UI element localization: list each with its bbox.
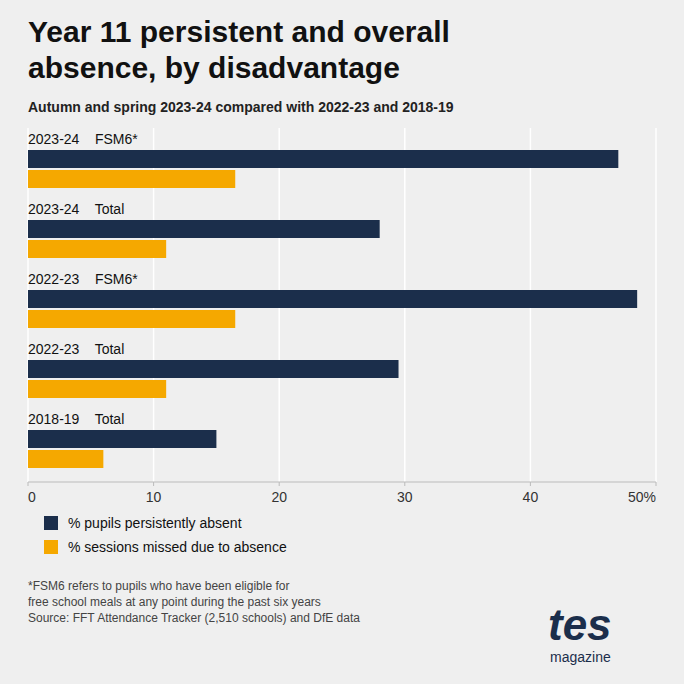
tick-label: 40 [523, 489, 539, 505]
legend-label: % pupils persistently absent [68, 515, 242, 531]
bar [28, 290, 637, 308]
logo-text: magazine [550, 649, 611, 665]
subtitle: Autumn and spring 2023-24 compared with … [28, 99, 454, 115]
tick-label: 50% [628, 489, 656, 505]
tick-mark [530, 482, 531, 486]
tick-mark [279, 482, 280, 486]
bar [28, 220, 380, 238]
bar [28, 150, 618, 168]
category-label: 2018-19 Total [28, 411, 124, 427]
footnote-line: Source: FFT Attendance Tracker (2,510 sc… [28, 611, 360, 625]
x-axis: 0 10 20 30 40 50% [28, 482, 656, 505]
category-label: 2022-23 Total [28, 341, 124, 357]
bars [28, 150, 637, 468]
legend-swatch [44, 516, 58, 530]
footnote-line: *FSM6 refers to pupils who have been eli… [28, 579, 289, 593]
tick-label: 0 [28, 489, 36, 505]
legend: % pupils persistently absent % sessions m… [44, 515, 287, 555]
logo: tesmagazine [548, 600, 612, 665]
grid-line [655, 128, 657, 482]
bar [28, 170, 235, 188]
bar [28, 240, 166, 258]
tick-label: 10 [146, 489, 162, 505]
chart-container: Year 11 persistent and overallabsence, b… [0, 0, 684, 684]
legend-label: % sessions missed due to absence [68, 539, 287, 555]
tick-label: 30 [397, 489, 413, 505]
chart-svg: Year 11 persistent and overallabsence, b… [0, 0, 684, 684]
title-line: Year 11 persistent and overall [28, 15, 450, 48]
logo-mark: tes [548, 600, 612, 649]
axis-line [28, 482, 656, 483]
tick-label: 20 [271, 489, 287, 505]
footnote: *FSM6 refers to pupils who have been eli… [28, 579, 360, 625]
bar [28, 380, 166, 398]
tick-mark [656, 482, 657, 486]
title: Year 11 persistent and overallabsence, b… [28, 15, 450, 84]
footnote-line: free school meals at any point during th… [28, 595, 321, 609]
tick-mark [28, 482, 29, 486]
tick-mark [153, 482, 154, 486]
tick-mark [404, 482, 405, 486]
legend-swatch [44, 540, 58, 554]
bar [28, 310, 235, 328]
bar [28, 430, 216, 448]
grid [28, 128, 656, 482]
category-label: 2023-24 Total [28, 201, 124, 217]
category-label: 2022-23 FSM6* [28, 271, 138, 287]
background [0, 0, 684, 684]
bar [28, 450, 103, 468]
title-line: absence, by disadvantage [28, 51, 400, 84]
bar [28, 360, 399, 378]
category-labels: 2023-24 FSM6* 2023-24 Total 2022-23 FSM6* 2… [28, 131, 138, 427]
category-label: 2023-24 FSM6* [28, 131, 138, 147]
